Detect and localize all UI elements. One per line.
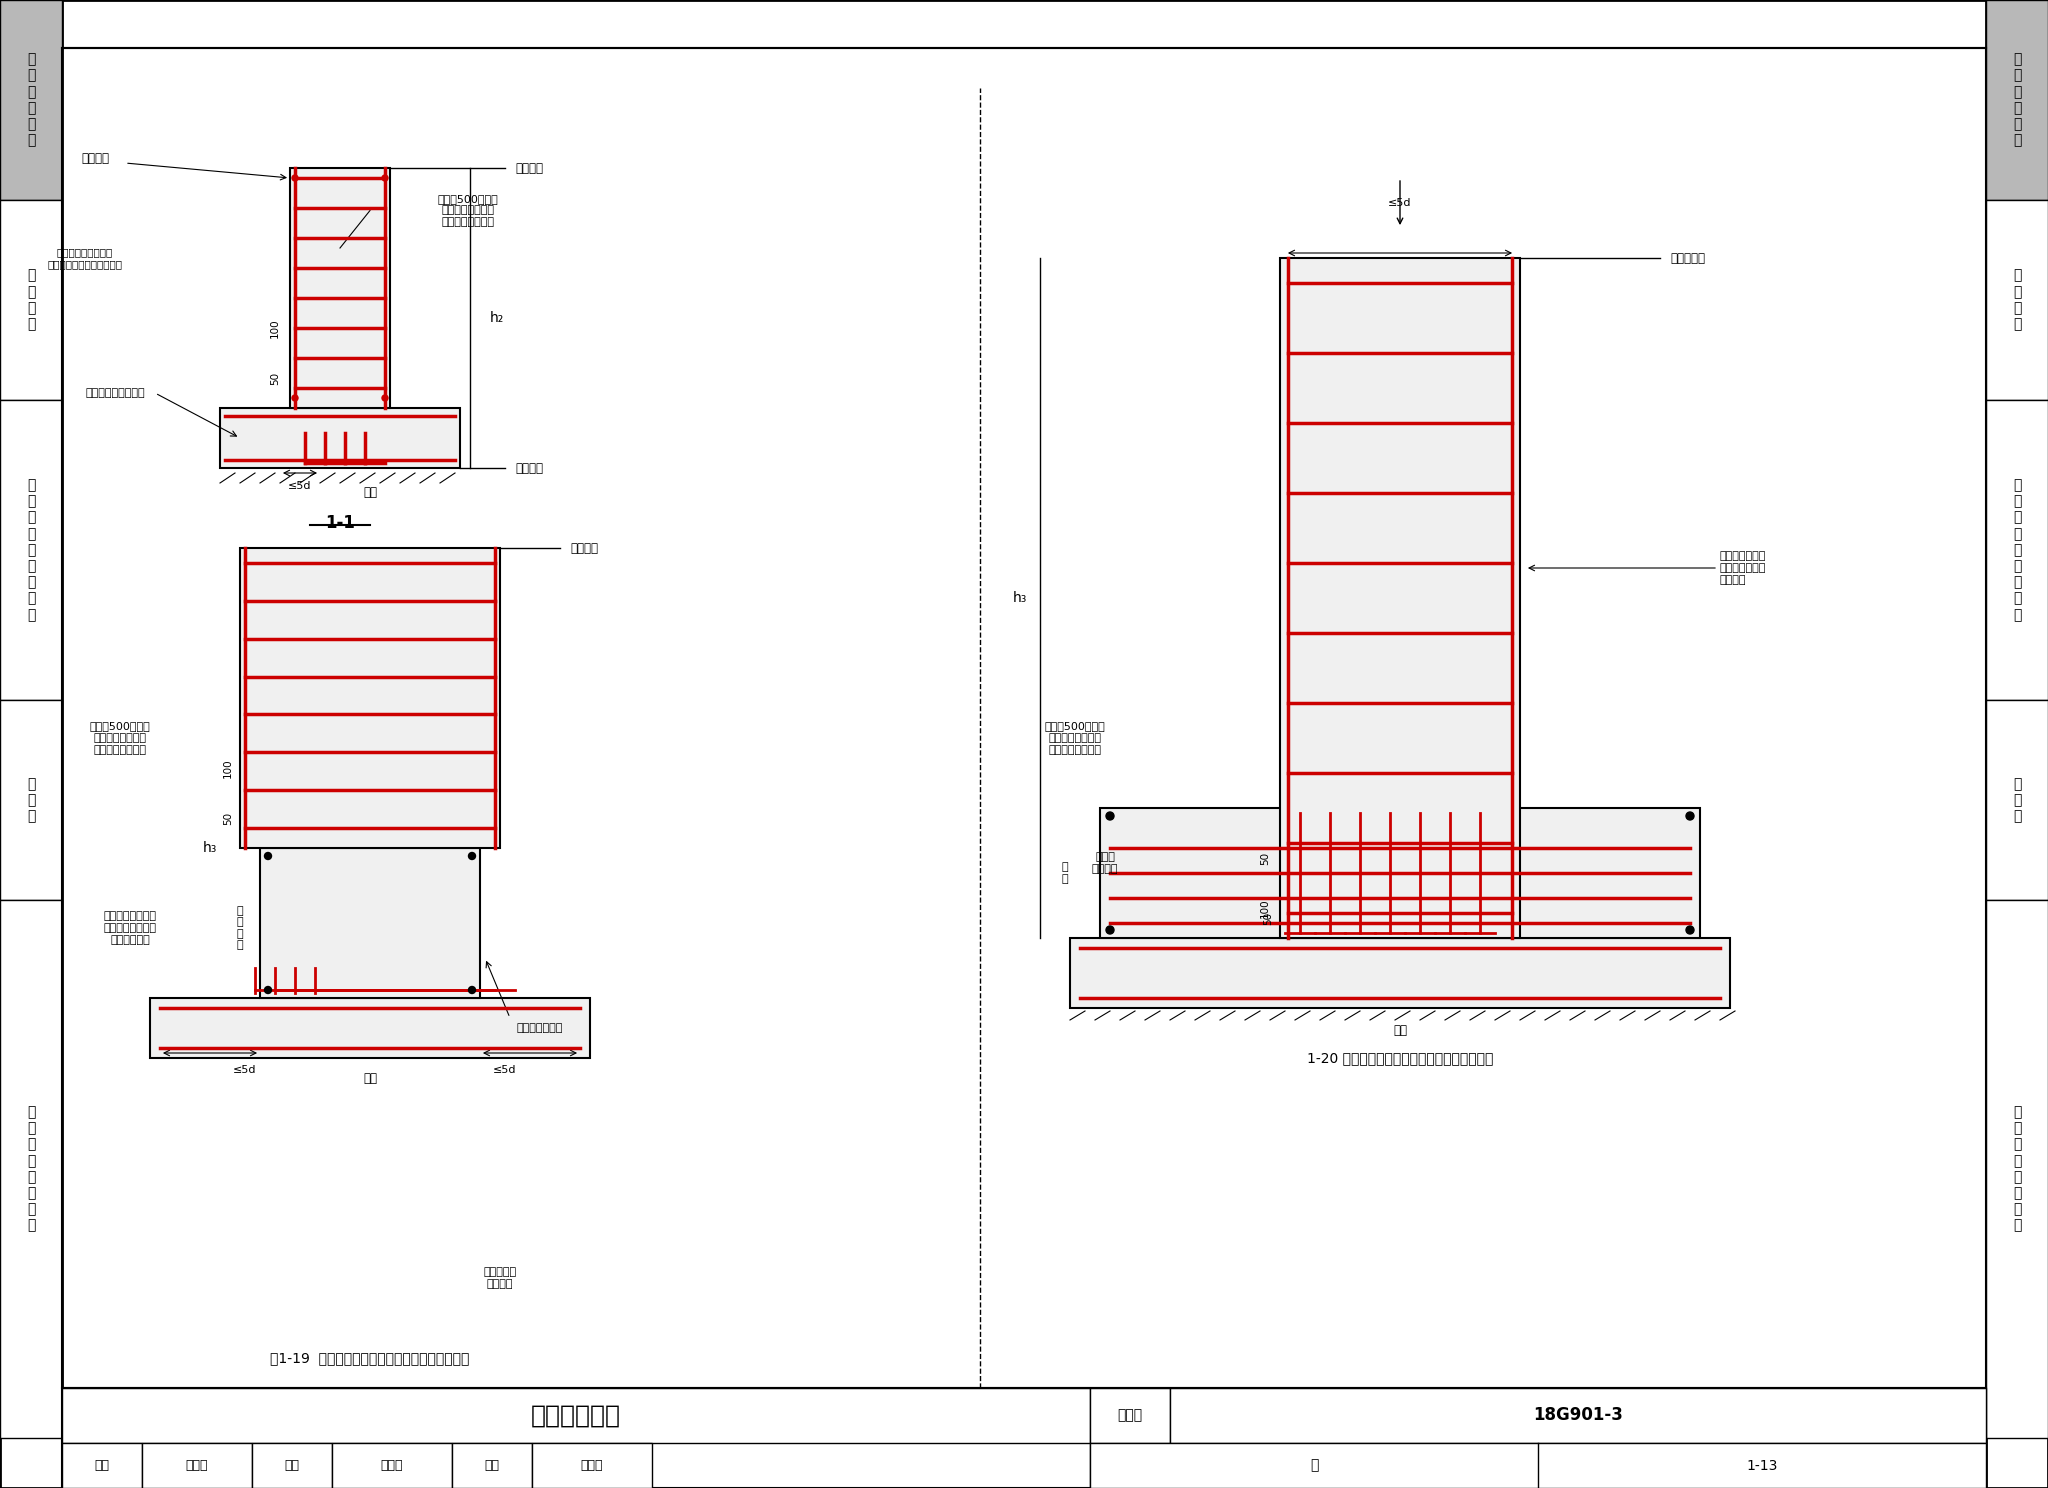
Text: 基础梁侧面附加横
向钢筋，与梁侧面
钢筋协调配置: 基础梁侧面附加横 向钢筋，与梁侧面 钢筋协调配置: [104, 911, 156, 945]
Text: 王怀元: 王怀元: [582, 1460, 604, 1472]
Text: 基础梁侧面纵向
钢筋兼做锚固区
横向钢筋: 基础梁侧面纵向 钢筋兼做锚固区 横向钢筋: [1720, 552, 1765, 585]
Text: 下卧基础梁
侧腹边缘: 下卧基础梁 侧腹边缘: [483, 1268, 516, 1289]
Text: 补充锚固区横向钢筋
插空布置，与封边钢筋绑扎: 补充锚固区横向钢筋 插空布置，与封边钢筋绑扎: [47, 247, 123, 269]
Bar: [0, 900, 61, 1437]
Text: 与
基
础
有
关
的
构
造: 与 基 础 有 关 的 构 造: [27, 1106, 35, 1232]
Text: 一
般
构
造
要
求: 一 般 构 造 要 求: [2013, 52, 2021, 147]
Bar: [1280, 257, 1520, 937]
Bar: [141, 1443, 252, 1488]
Text: 图1-19  柱插筋锚固区横向钢筋的排布构造（二）: 图1-19 柱插筋锚固区横向钢筋的排布构造（二）: [270, 1351, 469, 1364]
Text: 筏板边封边构造钢筋: 筏板边封边构造钢筋: [86, 388, 145, 397]
Bar: [61, 1388, 1987, 1488]
Bar: [1100, 808, 1700, 937]
Circle shape: [1686, 812, 1694, 820]
Text: 封边钢筋: 封边钢筋: [82, 152, 109, 165]
Text: 基
础
梁
宽: 基 础 梁 宽: [238, 906, 244, 951]
Text: 50: 50: [1260, 851, 1270, 865]
Text: 18G901-3: 18G901-3: [1534, 1406, 1622, 1424]
Text: 垫层: 垫层: [362, 1071, 377, 1085]
Bar: [0, 699, 61, 900]
Bar: [150, 998, 590, 1058]
Text: 审核: 审核: [94, 1460, 109, 1472]
Bar: [252, 1443, 332, 1488]
Text: 一
般
构
造
要
求: 一 般 构 造 要 求: [27, 52, 35, 147]
Text: 条
形
基
础
与
筏
形
基
础: 条 形 基 础 与 筏 形 基 础: [2013, 478, 2021, 622]
Circle shape: [264, 987, 272, 994]
Text: 一般构造要求: 一般构造要求: [530, 1403, 621, 1427]
Text: 独
立
基
础: 独 立 基 础: [27, 269, 35, 332]
Text: 桩
基
础: 桩 基 础: [2013, 777, 2021, 823]
Circle shape: [1106, 812, 1114, 820]
Circle shape: [293, 394, 299, 400]
Text: 校对: 校对: [285, 1460, 299, 1472]
Text: 梁
宽: 梁 宽: [1061, 862, 1069, 884]
Text: h₃: h₃: [203, 841, 217, 856]
Text: 基础梁
侧腹边缘: 基础梁 侧腹边缘: [1092, 853, 1118, 873]
Circle shape: [1686, 926, 1694, 934]
Bar: [1987, 199, 2048, 400]
Circle shape: [264, 853, 272, 860]
Text: ≤5d: ≤5d: [1389, 198, 1411, 208]
Text: 间距＜500，且不
少于两道矩形封闭
箍筋（非复合箍）: 间距＜500，且不 少于两道矩形封闭 箍筋（非复合箍）: [1044, 722, 1106, 754]
Bar: [260, 848, 479, 998]
Bar: [291, 168, 389, 408]
Bar: [1169, 1388, 1987, 1443]
Text: 1-1: 1-1: [326, 513, 354, 533]
Bar: [532, 1443, 651, 1488]
Bar: [1090, 1388, 1169, 1443]
Text: 基础顶面: 基础顶面: [569, 542, 598, 555]
Text: 设计: 设计: [485, 1460, 500, 1472]
Text: 基础梁顶面: 基础梁顶面: [1669, 251, 1706, 265]
Bar: [0, 199, 61, 400]
Circle shape: [293, 176, 299, 182]
Bar: [453, 1443, 532, 1488]
Text: 与
基
础
有
关
的
构
造: 与 基 础 有 关 的 构 造: [2013, 1106, 2021, 1232]
Circle shape: [383, 394, 387, 400]
Bar: [1987, 699, 2048, 900]
Text: 基础底面: 基础底面: [514, 461, 543, 475]
Bar: [1987, 400, 2048, 699]
Text: 间距＜500，且不
少于两道矩形封闭
箍筋（非复合箍）: 间距＜500，且不 少于两道矩形封闭 箍筋（非复合箍）: [90, 722, 150, 754]
Bar: [1090, 1443, 1987, 1488]
Text: 垫层: 垫层: [362, 487, 377, 500]
Text: 50: 50: [223, 811, 233, 824]
Text: 1-13: 1-13: [1747, 1458, 1778, 1473]
Text: 黄志刚: 黄志刚: [186, 1460, 209, 1472]
Text: 曹云锋: 曹云锋: [381, 1460, 403, 1472]
Circle shape: [383, 176, 387, 182]
Text: 50: 50: [1264, 912, 1274, 924]
Text: h₂: h₂: [489, 311, 504, 324]
Text: 页: 页: [1311, 1458, 1319, 1473]
Text: 条
形
基
础
与
筏
形
基
础: 条 形 基 础 与 筏 形 基 础: [27, 478, 35, 622]
Text: 图集号: 图集号: [1118, 1409, 1143, 1423]
Bar: [1987, 900, 2048, 1437]
Text: 独
立
基
础: 独 立 基 础: [2013, 269, 2021, 332]
Bar: [240, 548, 500, 848]
Text: 1-20 柱插筋锚固区横向钢筋的排布构造（三）: 1-20 柱插筋锚固区横向钢筋的排布构造（三）: [1307, 1051, 1493, 1065]
Bar: [1987, 0, 2048, 199]
Text: 100: 100: [270, 318, 281, 338]
Text: ≤5d: ≤5d: [494, 1065, 516, 1074]
Text: 间距＜500，且不
少于两道矩形封闭
箍筋（非复合箍）: 间距＜500，且不 少于两道矩形封闭 箍筋（非复合箍）: [436, 193, 498, 228]
Text: 100: 100: [223, 759, 233, 778]
Bar: [1069, 937, 1731, 1007]
Circle shape: [1106, 926, 1114, 934]
Circle shape: [469, 853, 475, 860]
Text: 桩
基
础: 桩 基 础: [27, 777, 35, 823]
Circle shape: [469, 987, 475, 994]
Bar: [0, 400, 61, 699]
Bar: [61, 1388, 1090, 1443]
Text: 垫层: 垫层: [1393, 1024, 1407, 1037]
Text: ≤5d: ≤5d: [289, 481, 311, 491]
Text: 50: 50: [270, 372, 281, 384]
Text: 100: 100: [1260, 899, 1270, 918]
Text: 基础梁侧面钢筋: 基础梁侧面钢筋: [516, 1024, 563, 1033]
Bar: [219, 408, 461, 469]
Bar: [332, 1443, 453, 1488]
Bar: [0, 0, 61, 199]
Bar: [61, 1443, 141, 1488]
Text: ≤5d: ≤5d: [233, 1065, 256, 1074]
Text: 基础顶面: 基础顶面: [514, 162, 543, 174]
Text: h₃: h₃: [1014, 591, 1028, 606]
